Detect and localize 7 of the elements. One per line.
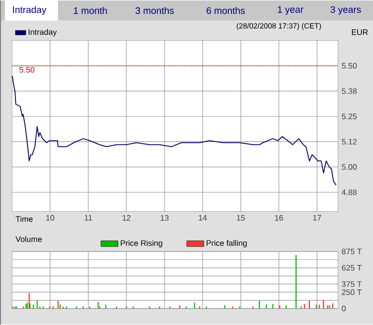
- line-series: [12, 75, 337, 186]
- text: 6 months: [206, 7, 245, 14]
- text: 3 months: [136, 7, 174, 14]
- text: Intraday: [13, 6, 46, 15]
- text: 1 month: [74, 7, 107, 14]
- text: 3 years: [330, 6, 361, 15]
- text: 1 year: [278, 6, 304, 15]
